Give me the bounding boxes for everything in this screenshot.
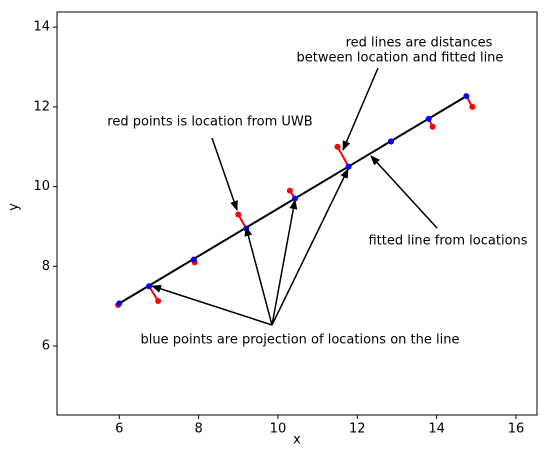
annotation-bg (105, 114, 315, 130)
projection-point (425, 115, 432, 122)
annotation-arrow (271, 168, 349, 326)
projection-point (116, 300, 123, 307)
plot-frame (56, 11, 538, 416)
annotation-arrow (342, 67, 379, 151)
x-tick-label: 6 (115, 422, 123, 437)
annotation-bg (366, 233, 530, 249)
annotation: blue points are projection of locations … (141, 333, 460, 348)
annotation: red points is location from UWB (107, 115, 312, 130)
x-tick-label: 10 (270, 422, 287, 437)
x-tick-label: 12 (349, 422, 366, 437)
x-tick-label: 16 (508, 422, 525, 437)
y-axis-label: y (7, 203, 22, 211)
annotation-bg (138, 332, 462, 348)
annotation-arrow (151, 284, 273, 326)
annotation-bg (343, 35, 495, 51)
y-tick-label: 14 (33, 20, 50, 35)
projection-point (190, 256, 197, 263)
location-point (429, 123, 436, 130)
location-point (469, 103, 476, 110)
x-tick-label: 8 (194, 422, 202, 437)
location-point (286, 187, 293, 194)
distance-line (336, 146, 350, 168)
y-tick-label: 6 (42, 339, 50, 354)
annotation: red lines are distances (346, 36, 493, 51)
x-axis-label: x (293, 433, 301, 448)
projection-point (345, 163, 352, 170)
annotation-bg (294, 50, 506, 66)
projection-point (463, 93, 470, 100)
y-tick-label: 10 (33, 179, 50, 194)
y-tick-label: 8 (42, 259, 50, 274)
annotation-arrow (271, 199, 298, 326)
location-point (334, 143, 341, 150)
annotation-arrow (244, 226, 273, 326)
location-point (155, 297, 162, 304)
projection-point (146, 283, 153, 290)
projection-point (388, 138, 395, 145)
x-tick-label: 14 (428, 422, 445, 437)
location-point (235, 211, 242, 218)
annotation-arrow (211, 137, 238, 211)
y-tick-label: 12 (33, 99, 50, 114)
annotation: fitted line from locations (368, 234, 527, 249)
annotation-arrow (370, 155, 438, 229)
annotation: between location and fitted line (297, 51, 504, 66)
